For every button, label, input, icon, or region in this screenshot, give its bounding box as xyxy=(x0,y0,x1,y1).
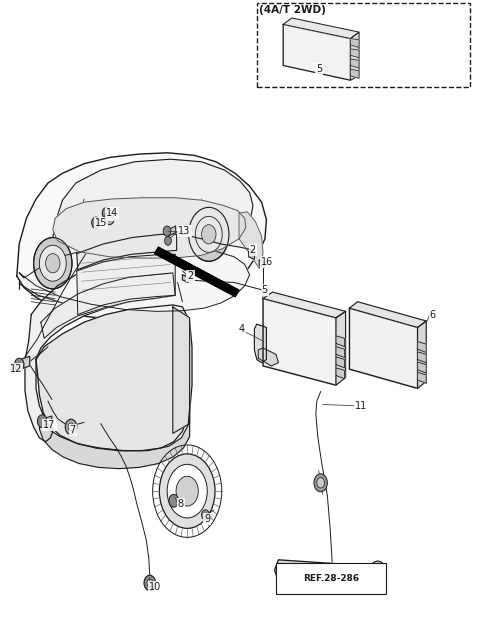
Polygon shape xyxy=(19,247,250,311)
Polygon shape xyxy=(336,311,346,385)
Polygon shape xyxy=(173,307,190,433)
Text: 4: 4 xyxy=(239,324,245,334)
Circle shape xyxy=(34,238,72,289)
Polygon shape xyxy=(350,49,359,58)
Text: 3: 3 xyxy=(108,210,114,220)
Text: 15: 15 xyxy=(95,218,108,229)
Polygon shape xyxy=(20,356,30,369)
Polygon shape xyxy=(263,292,346,318)
Text: 7: 7 xyxy=(70,425,76,435)
Circle shape xyxy=(176,476,198,506)
Circle shape xyxy=(202,225,216,244)
Text: (4A/T 2WD): (4A/T 2WD) xyxy=(259,4,326,15)
Polygon shape xyxy=(418,352,426,363)
Polygon shape xyxy=(350,39,359,48)
Circle shape xyxy=(92,217,100,229)
Circle shape xyxy=(189,207,229,261)
Polygon shape xyxy=(336,347,345,358)
Circle shape xyxy=(68,423,74,431)
Polygon shape xyxy=(283,18,359,39)
Circle shape xyxy=(147,579,153,587)
Circle shape xyxy=(39,245,66,281)
Text: 5: 5 xyxy=(262,285,268,295)
Polygon shape xyxy=(350,69,359,78)
Polygon shape xyxy=(77,254,175,315)
Text: 1: 1 xyxy=(185,226,191,236)
Polygon shape xyxy=(36,305,192,451)
Polygon shape xyxy=(168,226,176,236)
Polygon shape xyxy=(418,321,426,388)
Polygon shape xyxy=(258,348,278,366)
Polygon shape xyxy=(25,252,175,442)
Polygon shape xyxy=(275,560,379,587)
Polygon shape xyxy=(254,324,266,363)
Polygon shape xyxy=(263,299,336,385)
Polygon shape xyxy=(336,368,345,379)
Text: 11: 11 xyxy=(355,401,368,411)
Circle shape xyxy=(165,236,171,245)
Polygon shape xyxy=(283,24,350,80)
Circle shape xyxy=(202,510,209,520)
Polygon shape xyxy=(259,260,265,268)
Text: 2: 2 xyxy=(187,271,193,281)
Circle shape xyxy=(46,254,60,273)
Circle shape xyxy=(195,216,222,252)
Polygon shape xyxy=(249,252,254,259)
Polygon shape xyxy=(53,198,246,258)
Circle shape xyxy=(102,207,111,219)
Circle shape xyxy=(144,575,156,591)
Text: 6: 6 xyxy=(430,309,436,320)
Polygon shape xyxy=(350,59,359,68)
Polygon shape xyxy=(39,408,190,469)
Polygon shape xyxy=(77,234,177,270)
Text: 8: 8 xyxy=(178,499,184,509)
Polygon shape xyxy=(41,273,175,338)
Text: 2: 2 xyxy=(250,245,256,256)
Circle shape xyxy=(167,464,207,518)
Text: 10: 10 xyxy=(149,582,161,593)
Text: 16: 16 xyxy=(261,257,273,267)
Polygon shape xyxy=(418,342,426,352)
Circle shape xyxy=(14,358,24,371)
Circle shape xyxy=(317,478,324,488)
Circle shape xyxy=(105,212,114,225)
Polygon shape xyxy=(336,357,345,368)
Text: 9: 9 xyxy=(204,514,210,524)
Circle shape xyxy=(37,415,47,428)
Circle shape xyxy=(314,474,327,492)
Text: 12: 12 xyxy=(10,364,22,374)
Bar xyxy=(276,563,386,594)
Polygon shape xyxy=(336,336,345,347)
Circle shape xyxy=(65,419,77,435)
Polygon shape xyxy=(239,212,263,268)
Polygon shape xyxy=(43,416,52,426)
Polygon shape xyxy=(17,153,266,319)
Polygon shape xyxy=(349,302,426,327)
Bar xyxy=(257,3,470,87)
Text: 14: 14 xyxy=(106,208,118,218)
Text: 5: 5 xyxy=(316,64,323,74)
Polygon shape xyxy=(350,32,359,80)
Circle shape xyxy=(163,226,171,236)
Polygon shape xyxy=(349,308,418,388)
Polygon shape xyxy=(182,275,188,282)
Circle shape xyxy=(169,494,179,507)
Text: REF.28-286: REF.28-286 xyxy=(303,574,359,583)
Circle shape xyxy=(369,561,386,584)
Text: 17: 17 xyxy=(43,420,56,430)
Polygon shape xyxy=(418,362,426,373)
Circle shape xyxy=(159,454,215,528)
Polygon shape xyxy=(155,247,239,297)
Polygon shape xyxy=(418,372,426,383)
Text: 13: 13 xyxy=(178,226,190,236)
Polygon shape xyxy=(53,159,253,265)
